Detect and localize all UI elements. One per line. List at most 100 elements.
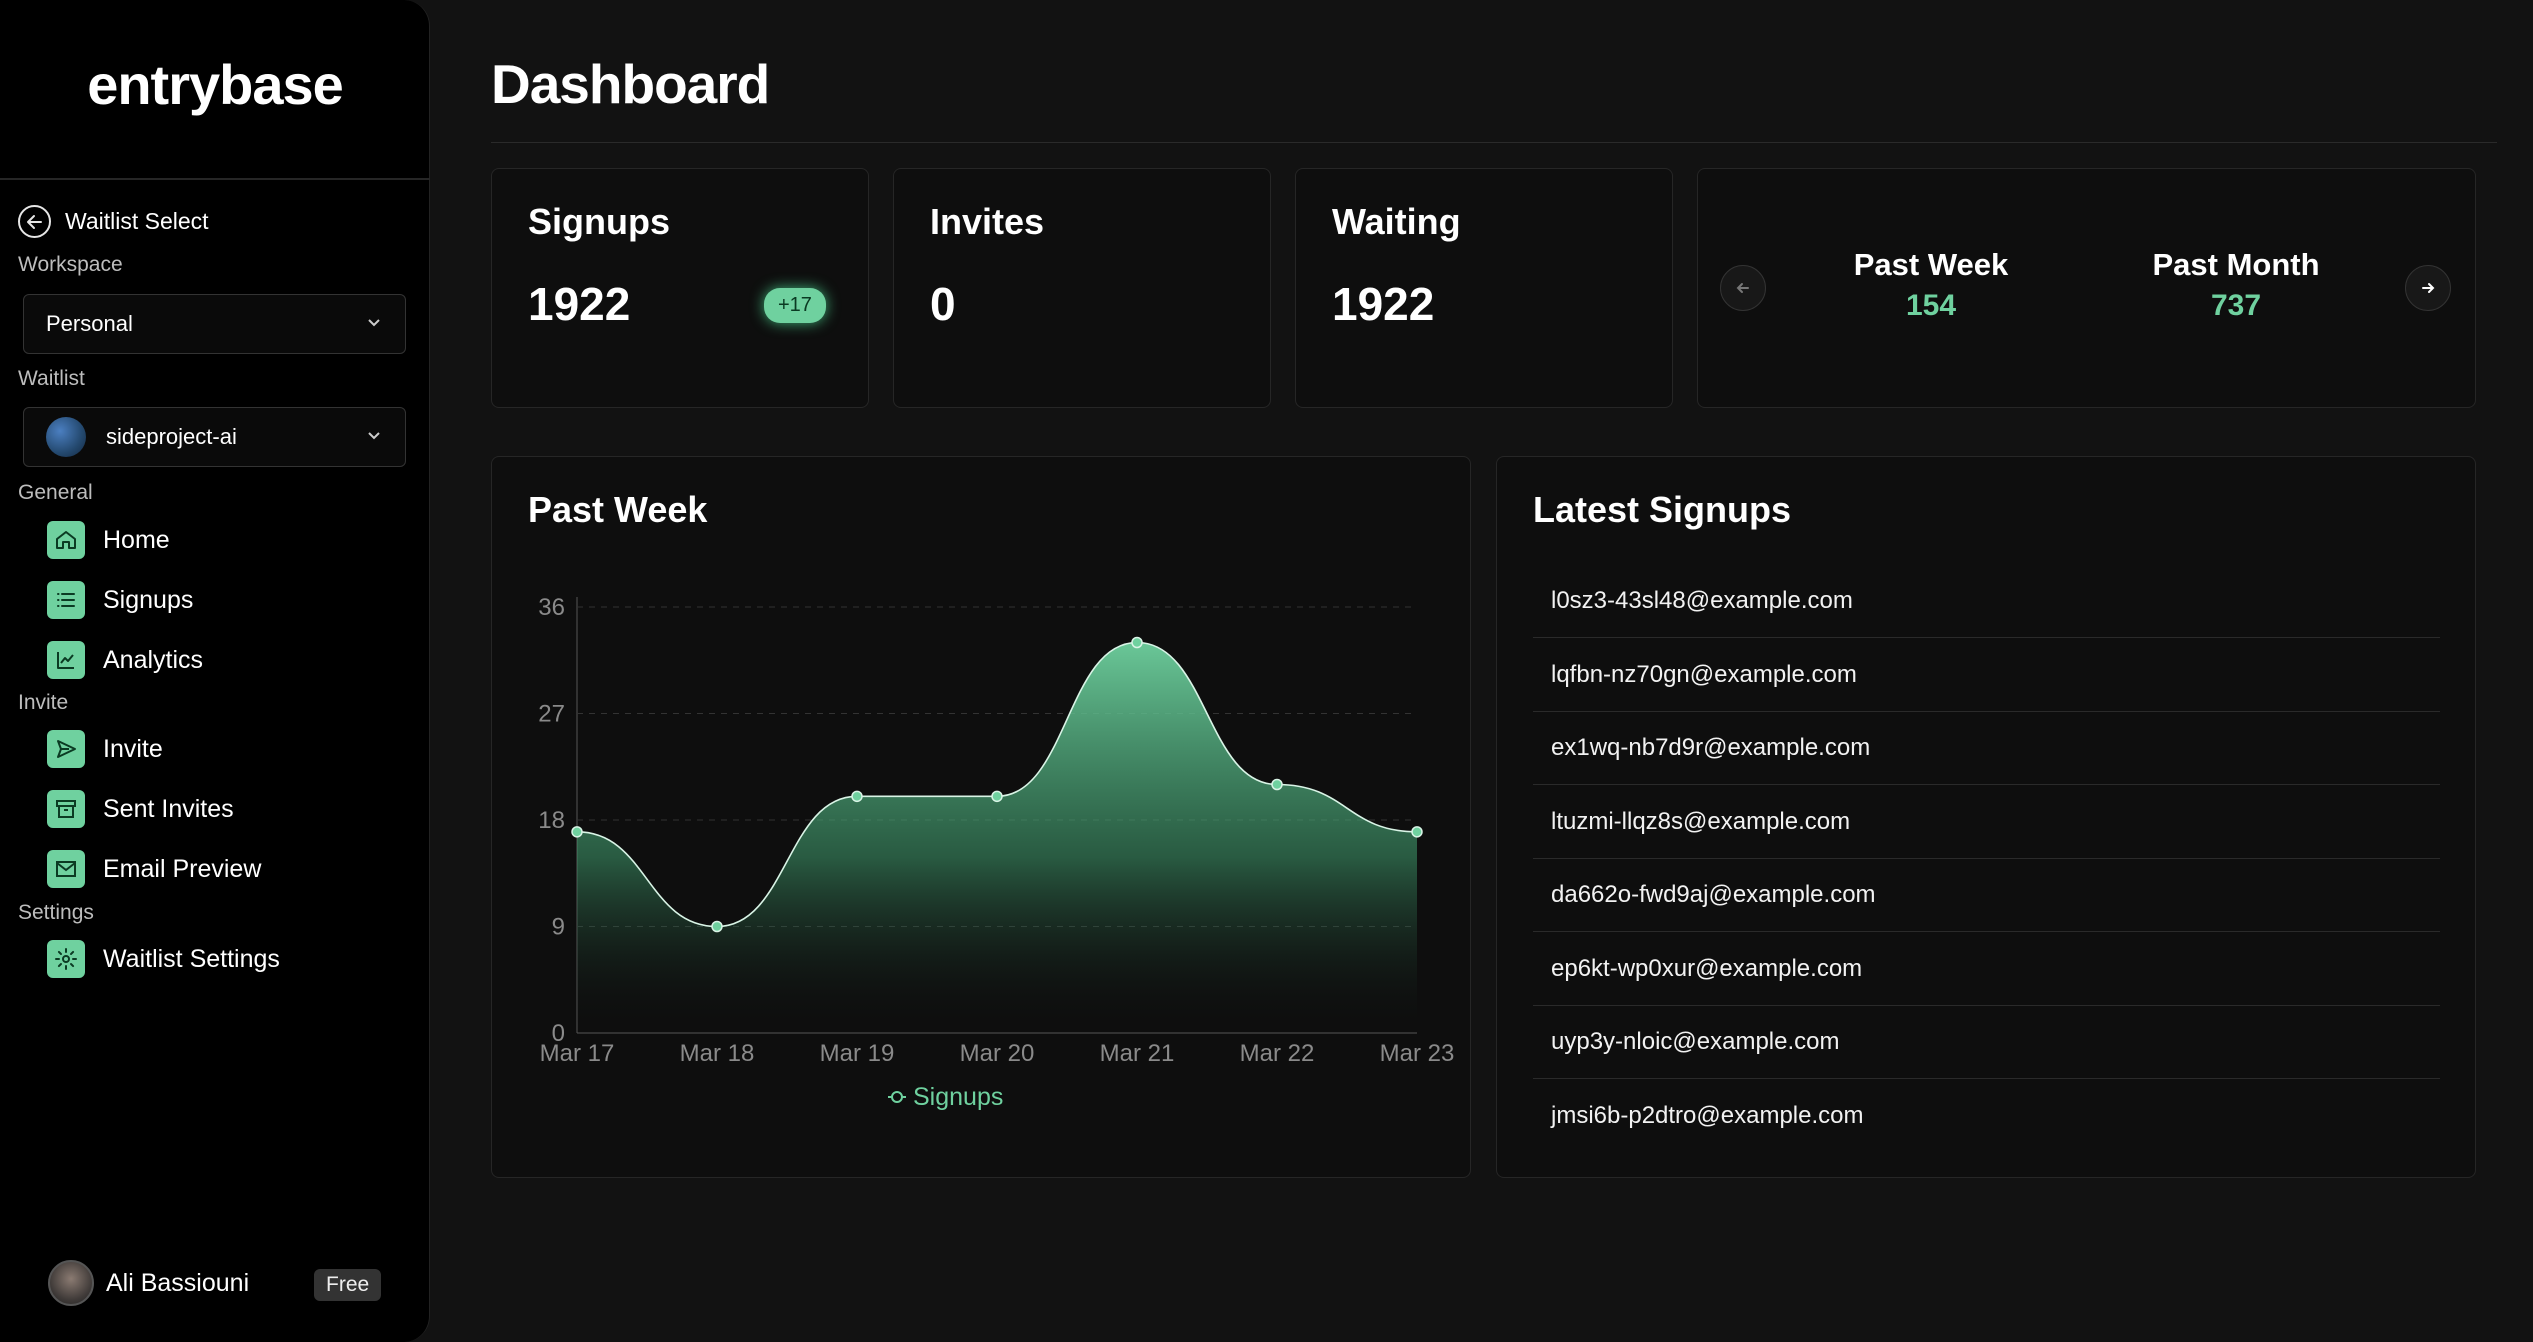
section-settings: Settings <box>18 901 94 924</box>
sidebar-item-label: Signups <box>103 585 194 614</box>
stat-card-invites: Invites 0 <box>893 168 1271 408</box>
back-label: Waitlist Select <box>65 208 209 234</box>
gear-icon <box>47 940 85 978</box>
series-area-signups <box>577 642 1417 1033</box>
y-tick-label: 9 <box>552 914 565 941</box>
period-value: 737 <box>2210 289 2262 322</box>
latest-signups-card: Latest Signups l0sz3-43sl48@example.com l… <box>1496 456 2476 1178</box>
y-tick-label: 18 <box>538 807 565 834</box>
period-past-month: Past Month 737 <box>2106 247 2366 323</box>
sidebar-item-label: Analytics <box>103 645 204 674</box>
arrow-left-icon <box>1736 283 1749 293</box>
archive-icon <box>47 790 85 828</box>
stat-value: 0 <box>930 278 956 330</box>
y-tick-label: 0 <box>552 1020 565 1047</box>
list-item[interactable]: l0sz3-43sl48@example.com <box>1533 565 2440 638</box>
plan-badge: Free <box>314 1269 382 1301</box>
stat-label: Invites <box>930 201 1045 242</box>
data-point[interactable] <box>1411 826 1423 838</box>
section-invite: Invite <box>18 691 69 714</box>
period-label: Past Month <box>2152 247 2320 282</box>
legend-label: Signups <box>913 1083 1003 1111</box>
period-value: 154 <box>1905 289 1957 322</box>
x-tick-label: Mar 22 <box>1240 1040 1315 1067</box>
send-icon <box>47 730 85 768</box>
workspace-value: Personal <box>46 311 133 336</box>
x-tick-label: Mar 20 <box>960 1040 1035 1067</box>
legend-marker-dot <box>891 1091 903 1103</box>
sidebar-item-invite[interactable]: Invite <box>47 730 163 768</box>
waitlist-label: Waitlist <box>18 367 85 390</box>
chart-card: Past Week 0 9 18 27 36 Mar 17 Mar 18 Mar 19 Mar… <box>491 456 1471 1178</box>
x-tick-label: Mar 17 <box>540 1040 615 1067</box>
sidebar-item-label: Home <box>103 525 170 554</box>
data-point[interactable] <box>991 790 1003 803</box>
arrow-right-icon <box>2422 283 2435 293</box>
sidebar-item-home[interactable]: Home <box>47 521 170 559</box>
list-item[interactable]: lqfbn-nz70gn@example.com <box>1533 639 2440 712</box>
list-item[interactable]: ex1wq-nb7d9r@example.com <box>1533 712 2440 785</box>
list-icon <box>47 581 85 619</box>
data-point[interactable] <box>711 920 723 933</box>
mail-icon <box>47 850 85 888</box>
chart-title: Past Week <box>528 489 708 530</box>
chart-icon <box>47 641 85 679</box>
period-past-week: Past Week 154 <box>1801 247 2061 323</box>
data-point[interactable] <box>571 826 583 838</box>
next-button[interactable] <box>2405 265 2451 311</box>
chevron-down-icon <box>365 311 383 337</box>
avatar <box>48 1260 94 1306</box>
sidebar-item-email-preview[interactable]: Email Preview <box>47 850 261 888</box>
divider <box>491 142 2497 143</box>
waitlist-select[interactable]: sideproject-ai <box>23 407 406 467</box>
data-point[interactable] <box>1131 636 1143 649</box>
signups-chart: 0 9 18 27 36 Mar 17 Mar 18 Mar 19 Mar 20 Mar 21 M… <box>538 594 1455 1111</box>
x-tick-label: Mar 23 <box>1380 1040 1455 1067</box>
page-title: Dashboard <box>491 53 770 115</box>
x-tick-label: Mar 18 <box>680 1040 755 1067</box>
divider <box>0 178 430 180</box>
delta-badge: +17 <box>764 288 826 323</box>
chevron-down-icon <box>365 424 383 450</box>
stat-value: 1922 <box>528 278 631 330</box>
stat-value: 1922 <box>1332 278 1435 330</box>
stat-card-waiting: Waiting 1922 <box>1295 168 1673 408</box>
app-logo: entrybase <box>87 53 344 116</box>
sidebar-item-analytics[interactable]: Analytics <box>47 641 203 679</box>
waitlist-value: sideproject-ai <box>106 424 237 449</box>
period-label: Past Week <box>1853 247 2009 282</box>
list-item[interactable]: ltuzmi-llqz8s@example.com <box>1533 786 2440 859</box>
stat-label: Waiting <box>1332 201 1461 242</box>
y-tick-label: 36 <box>538 594 565 621</box>
sidebar-item-label: Email Preview <box>103 854 262 883</box>
list-item[interactable]: ep6kt-wp0xur@example.com <box>1533 933 2440 1006</box>
list-item[interactable]: uyp3y-nloic@example.com <box>1533 1006 2440 1079</box>
stat-label: Signups <box>528 201 670 242</box>
x-tick-label: Mar 19 <box>820 1040 895 1067</box>
stat-card-signups: Signups 1922 +17 <box>491 168 869 408</box>
user-profile[interactable]: Ali Bassiouni <box>48 1260 249 1306</box>
sidebar-item-signups[interactable]: Signups <box>47 581 193 619</box>
home-icon <box>47 521 85 559</box>
sidebar-item-waitlist-settings[interactable]: Waitlist Settings <box>47 940 280 978</box>
workspace-label: Workspace <box>18 253 123 276</box>
sidebar-item-label: Sent Invites <box>103 794 234 823</box>
waitlist-avatar <box>46 417 86 457</box>
x-tick-label: Mar 21 <box>1100 1040 1175 1067</box>
section-general: General <box>18 481 93 504</box>
workspace-select[interactable]: Personal <box>23 294 406 354</box>
data-point[interactable] <box>1271 778 1283 791</box>
sidebar-item-sent-invites[interactable]: Sent Invites <box>47 790 234 828</box>
list-item[interactable]: jmsi6b-p2dtro@example.com <box>1551 1102 1864 1129</box>
sidebar-item-label: Waitlist Settings <box>103 944 280 973</box>
period-card: Past Week 154 Past Month 737 <box>1697 168 2476 408</box>
arrow-left-icon <box>18 205 51 238</box>
sidebar-item-label: Invite <box>103 734 163 763</box>
latest-title: Latest Signups <box>1533 489 1792 530</box>
waitlist-select-back-button[interactable]: Waitlist Select <box>18 205 209 238</box>
sidebar: entrybase Waitlist Select Workspace Pers… <box>0 0 430 1342</box>
prev-button[interactable] <box>1720 265 1766 311</box>
list-item[interactable]: da662o-fwd9aj@example.com <box>1533 859 2440 932</box>
data-point[interactable] <box>851 790 863 803</box>
y-tick-label: 27 <box>538 701 565 728</box>
